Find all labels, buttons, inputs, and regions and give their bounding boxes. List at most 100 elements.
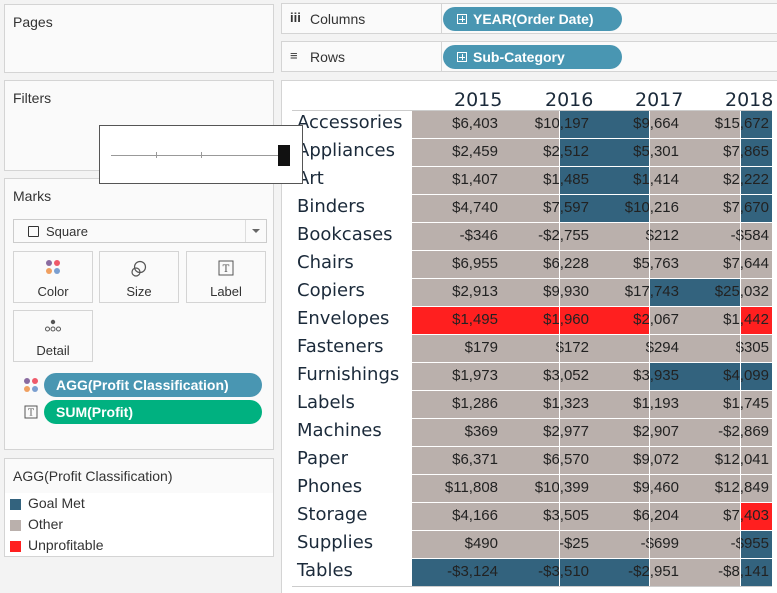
mark-goal[interactable] <box>559 111 649 138</box>
mark-type-dropdown[interactable]: Square <box>13 219 267 243</box>
row-header[interactable]: Supplies <box>297 532 374 553</box>
mark-other[interactable] <box>650 419 740 446</box>
row-header[interactable]: Copiers <box>297 280 365 301</box>
mark-goal[interactable] <box>650 363 740 390</box>
mark-other[interactable] <box>650 475 740 502</box>
mark-other[interactable] <box>412 363 559 390</box>
color-button[interactable]: Color <box>13 251 93 303</box>
mark-unprof[interactable] <box>559 307 649 334</box>
row-header[interactable]: Storage <box>297 504 368 525</box>
row-header[interactable]: Envelopes <box>297 308 390 329</box>
mark-other[interactable] <box>650 447 740 474</box>
mark-other[interactable] <box>559 447 649 474</box>
mark-other[interactable] <box>650 139 740 166</box>
row-header[interactable]: Binders <box>297 196 366 217</box>
mark-other[interactable] <box>559 223 649 250</box>
mark-other[interactable] <box>412 531 559 558</box>
mark-other[interactable] <box>741 447 772 474</box>
mark-other[interactable] <box>650 503 740 530</box>
mark-other[interactable] <box>741 419 772 446</box>
mark-goal[interactable] <box>559 167 649 194</box>
mark-other[interactable] <box>559 279 649 306</box>
mark-other[interactable] <box>412 391 559 418</box>
mark-other[interactable] <box>412 139 559 166</box>
mark-goal[interactable] <box>741 363 772 390</box>
sub-category-pill[interactable]: Sub-Category <box>443 45 622 69</box>
mark-other[interactable] <box>559 475 649 502</box>
mark-other[interactable] <box>741 251 772 278</box>
row-header[interactable]: Appliances <box>297 140 395 161</box>
mark-other[interactable] <box>412 167 559 194</box>
mark-other[interactable] <box>650 167 740 194</box>
row-header[interactable]: Machines <box>297 420 382 441</box>
mark-other[interactable] <box>412 279 559 306</box>
row-header[interactable]: Furnishings <box>297 364 400 385</box>
mark-other[interactable] <box>412 251 559 278</box>
mark-goal[interactable] <box>741 559 772 586</box>
mark-goal[interactable] <box>741 167 772 194</box>
mark-other[interactable] <box>650 531 740 558</box>
mark-other[interactable] <box>412 195 559 222</box>
sum-profit-pill[interactable]: SUM(Profit) <box>44 400 262 424</box>
expand-icon[interactable] <box>457 52 467 62</box>
columns-shelf[interactable]: iii Columns YEAR(Order Date) <box>281 3 777 34</box>
mark-other[interactable] <box>650 307 740 334</box>
mark-other[interactable] <box>650 111 740 138</box>
mark-other[interactable] <box>412 447 559 474</box>
mark-goal[interactable] <box>741 111 772 138</box>
mark-other[interactable] <box>650 559 740 586</box>
rows-shelf[interactable]: ≡ Rows Sub-Category <box>281 41 777 72</box>
size-slider-thumb[interactable] <box>278 145 290 166</box>
mark-other[interactable] <box>412 475 559 502</box>
mark-goal[interactable] <box>559 195 649 222</box>
mark-other[interactable] <box>559 251 649 278</box>
size-button[interactable]: Size <box>99 251 179 303</box>
row-header[interactable]: Tables <box>297 560 353 581</box>
mark-other[interactable] <box>412 111 559 138</box>
mark-unprof[interactable] <box>741 307 772 334</box>
mark-other[interactable] <box>412 223 559 250</box>
row-header[interactable]: Accessories <box>297 112 403 133</box>
mark-other[interactable] <box>559 503 649 530</box>
mark-other[interactable] <box>559 531 649 558</box>
column-header-2[interactable]: 2017 <box>635 89 684 111</box>
mark-other[interactable] <box>412 503 559 530</box>
row-header[interactable]: Bookcases <box>297 224 393 245</box>
mark-other[interactable] <box>559 363 649 390</box>
mark-other[interactable] <box>741 475 772 502</box>
mark-other[interactable] <box>412 419 559 446</box>
mark-other[interactable] <box>650 251 740 278</box>
row-header[interactable]: Chairs <box>297 252 354 273</box>
mark-other[interactable] <box>741 223 772 250</box>
column-header-0[interactable]: 2015 <box>454 89 503 111</box>
mark-goal[interactable] <box>412 559 559 586</box>
expand-icon[interactable] <box>457 14 467 24</box>
mark-other[interactable] <box>741 279 772 306</box>
mark-other[interactable] <box>650 335 740 362</box>
column-header-3[interactable]: 2018 <box>725 89 774 111</box>
mark-goal[interactable] <box>650 279 740 306</box>
column-header-1[interactable]: 2016 <box>545 89 594 111</box>
size-slider-track[interactable] <box>111 155 278 156</box>
mark-other[interactable] <box>412 335 559 362</box>
mark-goal[interactable] <box>559 139 649 166</box>
row-header[interactable]: Labels <box>297 392 355 413</box>
mark-other[interactable] <box>559 419 649 446</box>
row-header[interactable]: Paper <box>297 448 348 469</box>
year-order-date-pill[interactable]: YEAR(Order Date) <box>443 7 622 31</box>
mark-goal[interactable] <box>559 559 649 586</box>
pages-card[interactable]: Pages <box>4 4 274 73</box>
mark-unprof[interactable] <box>741 503 772 530</box>
chevron-down-icon[interactable] <box>245 220 266 242</box>
mark-goal[interactable] <box>741 195 772 222</box>
row-header[interactable]: Phones <box>297 476 363 497</box>
mark-goal[interactable] <box>741 139 772 166</box>
label-button[interactable]: T Label <box>186 251 266 303</box>
mark-goal[interactable] <box>741 531 772 558</box>
mark-other[interactable] <box>650 195 740 222</box>
mark-other[interactable] <box>559 335 649 362</box>
mark-other[interactable] <box>559 391 649 418</box>
mark-other[interactable] <box>741 391 772 418</box>
detail-button[interactable]: Detail <box>13 310 93 362</box>
mark-other[interactable] <box>650 391 740 418</box>
